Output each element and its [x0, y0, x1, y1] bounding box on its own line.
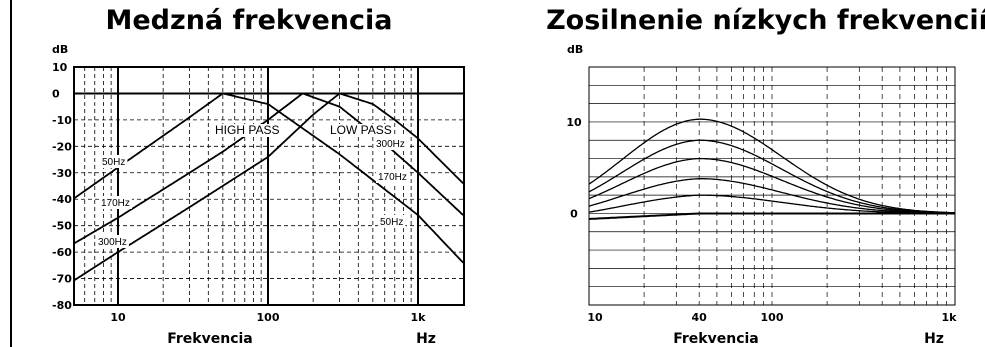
cutoff-curve-lowpass-50Hz [74, 92, 464, 264]
lp-170hz-label: 170Hz [378, 172, 407, 183]
bass-boost-curve-5 [588, 118, 955, 214]
cutoff-y-tick-label: -30 [52, 167, 72, 180]
bass-boost-ylabel: dB [567, 43, 583, 56]
bass-boost-curve-2 [588, 178, 955, 214]
cutoff-y-tick-label: 10 [52, 61, 68, 74]
hp-170hz-label: 170Hz [101, 198, 130, 209]
bass-boost-chart: Zosilnenie nízkych frekvencií dB 10 0 10 4… [546, 5, 985, 347]
lp-300hz-label: 300Hz [376, 139, 405, 150]
bass-boost-x-tick-label: 100 [761, 311, 784, 324]
cutoff-ylabel: dB [52, 43, 68, 56]
cutoff-y-tick-label: -50 [52, 220, 72, 233]
cutoff-xlabel: Frekvencia [167, 331, 253, 347]
cutoff-annotations: HIGH PASS LOW PASS 50Hz 170Hz 300Hz 300Hz 170H… [96, 123, 409, 248]
high-pass-label: HIGH PASS [215, 123, 279, 137]
bass-boost-y-tick-label: 0 [570, 207, 578, 220]
cutoff-xunit: Hz [416, 331, 436, 347]
cutoff-curve-highpass-300Hz [73, 92, 464, 282]
bass-boost-title: Zosilnenie nízkych frekvencií [546, 5, 985, 36]
bass-boost-xlabel: Frekvencia [673, 331, 759, 347]
hp-170hz-label-bg [99, 196, 132, 209]
hp-50hz-label-bg [100, 155, 128, 168]
lp-50hz-label: 50Hz [380, 217, 403, 228]
cutoff-y-tick-label: -10 [52, 114, 72, 127]
high-pass-label-bg [213, 124, 282, 137]
bass-boost-x-tick-label: 10 [587, 311, 603, 324]
lp-50hz-label-bg [378, 215, 406, 228]
cutoff-y-tick-label: -60 [52, 246, 72, 259]
cutoff-chart-title: Medzná frekvencia [105, 5, 392, 36]
hp-50hz-label: 50Hz [102, 157, 125, 168]
cutoff-x-ticks: 10 100 1k [110, 311, 426, 324]
bass-boost-curve-0 [588, 212, 955, 220]
hp-300hz-label: 300Hz [98, 237, 127, 248]
cutoff-x-tick-label: 10 [110, 311, 126, 324]
cutoff-chart: Medzná frekvencia dB 100-10-20-30-40-50-… [52, 5, 465, 347]
bass-boost-y-ticks: 10 0 [566, 116, 582, 221]
bass-boost-x-tick-label: 40 [692, 311, 708, 324]
bass-boost-curve-4 [588, 139, 956, 214]
bass-boost-xunit: Hz [924, 331, 944, 347]
cutoff-y-tick-label: 0 [52, 87, 60, 100]
cutoff-plot-frame [73, 66, 465, 306]
bass-boost-x-ticks: 10 40 100 1k [587, 311, 957, 324]
low-pass-label: LOW PASS [330, 123, 392, 137]
cutoff-y-ticks: 10 0 -10 -20 -30 -40 -50 -60 -70 -80 [52, 61, 72, 312]
bass-boost-curve-3 [588, 157, 955, 214]
low-pass-label-bg [328, 124, 394, 137]
cutoff-y-tick-label: -20 [52, 140, 72, 153]
lp-170hz-label-bg [376, 170, 409, 183]
cutoff-y-tick-label: -40 [52, 193, 72, 206]
cutoff-grid [74, 67, 464, 305]
lp-300hz-label-bg [374, 137, 407, 150]
cutoff-x-tick-label: 100 [257, 311, 280, 324]
cutoff-x-tick-label: 1k [411, 311, 427, 324]
bass-boost-y-tick-label: 10 [566, 116, 582, 129]
bass-boost-x-tick-label: 1k [942, 311, 958, 324]
cutoff-y-tick-label: -80 [52, 299, 72, 312]
cutoff-curves [73, 92, 464, 282]
bass-boost-curve-1 [588, 194, 955, 214]
bass-boost-plot-frame [588, 66, 956, 306]
bass-boost-curves [588, 118, 956, 220]
cutoff-y-tick-label: -70 [52, 273, 72, 286]
hp-300hz-label-bg [96, 235, 129, 248]
bass-boost-grid [589, 67, 955, 305]
